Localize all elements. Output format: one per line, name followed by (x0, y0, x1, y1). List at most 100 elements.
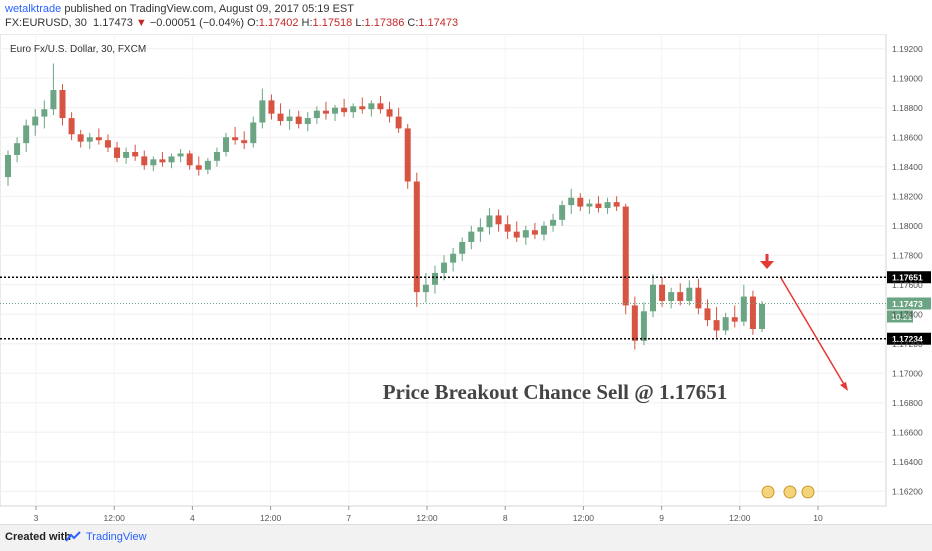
candle (86, 132, 93, 150)
y-tick-label: 1.18600 (892, 132, 923, 142)
candle-body (104, 140, 111, 148)
candle (713, 306, 720, 340)
last-price: 1.17473 (93, 17, 133, 29)
tradingview-link[interactable]: TradingView (86, 531, 147, 543)
candle (14, 137, 21, 163)
candle (241, 131, 248, 150)
candle-body (731, 317, 738, 322)
candle-body (322, 110, 329, 114)
chart-title: Euro Fx/U.S. Dollar, 30, FXCM (10, 44, 146, 55)
candle-body (649, 284, 656, 312)
candle-body (86, 137, 93, 142)
candle-body (14, 143, 21, 155)
candle-body (495, 215, 502, 225)
x-axis[interactable]: 3 12:00 4 12:00 7 12:00 8 12:00 9 12:00 10 (34, 506, 823, 523)
x-tick-label: 7 (346, 513, 351, 523)
candle-body (23, 125, 30, 144)
candle-body (704, 308, 711, 321)
candle (631, 296, 638, 350)
levels: 1.17651 1.17234 1.17473 10:21 (0, 271, 931, 345)
candle (595, 196, 602, 213)
candle (95, 128, 102, 145)
candle (722, 312, 729, 335)
high-label: H: (301, 17, 313, 29)
y-axis[interactable]: 1.19200 1.19000 1.18800 1.18600 1.18400 1.182… (892, 44, 923, 497)
candle-body (613, 202, 620, 207)
candle-body (640, 311, 647, 341)
x-tick-label: 12:00 (416, 513, 438, 523)
candle (577, 193, 584, 211)
candle-body (123, 152, 130, 158)
candle (141, 150, 148, 170)
candle-body (622, 206, 629, 306)
publish-info: wetalktrade published on TradingView.com… (5, 3, 354, 15)
candle (740, 284, 747, 327)
candle-body (50, 90, 57, 110)
candle (204, 157, 211, 175)
candle-body (631, 305, 638, 341)
candle (759, 300, 765, 332)
candle (359, 97, 366, 114)
candle (522, 225, 529, 245)
candle (150, 156, 157, 172)
chart-area[interactable]: 1.17651 1.17234 1.17473 10:21 1.19200 1.1900… (0, 33, 932, 524)
candle (59, 84, 66, 126)
candle-body (59, 90, 66, 119)
candle (668, 287, 675, 309)
y-tick-label: 1.18800 (892, 103, 923, 113)
candle-body (286, 116, 293, 122)
candle (286, 109, 293, 130)
level-price-tag (887, 332, 931, 345)
level-price-tag (887, 297, 931, 310)
candle (332, 104, 339, 122)
candle (322, 101, 329, 120)
candle-body (368, 103, 375, 110)
price-change: −0.00051 (−0.04%) (149, 17, 245, 29)
candle-body (450, 253, 457, 263)
candle-body (250, 122, 257, 144)
candle (277, 103, 284, 126)
candle-body (759, 303, 765, 329)
candle (531, 222, 538, 240)
candle-body (395, 116, 402, 129)
symbol-info: FX:EURUSD, 30 1.17473 ▼ −0.00051 (−0.04%… (5, 17, 458, 29)
author-link[interactable]: wetalktrade (5, 3, 62, 15)
price-chart[interactable]: 1.17651 1.17234 1.17473 10:21 1.19200 1.1900… (0, 33, 932, 524)
candle (377, 95, 384, 114)
footer: Created with TradingView (0, 524, 932, 551)
candle (341, 98, 348, 117)
sell-arrow-icon (760, 254, 774, 269)
candle-body (177, 153, 184, 157)
candle (622, 203, 629, 315)
x-tick-label: 10 (813, 513, 823, 523)
y-tick-label: 1.17200 (892, 339, 923, 349)
candle-body (695, 287, 702, 309)
candle (495, 209, 502, 232)
candle-body (304, 118, 311, 124)
symbol-label[interactable]: FX:EURUSD, 30 (5, 17, 87, 29)
candle (731, 305, 738, 328)
candle-body (686, 287, 693, 301)
x-tick-label: 3 (34, 513, 39, 523)
candle-body (522, 230, 529, 238)
candle-body (359, 106, 366, 110)
candle (450, 247, 457, 272)
tradingview-logo-icon[interactable] (64, 530, 82, 549)
candle-body (677, 292, 684, 301)
candle (350, 103, 357, 119)
candle (368, 100, 375, 117)
candle-body (404, 128, 411, 182)
candle-body (559, 205, 566, 220)
candle-body (241, 140, 248, 144)
candle (604, 197, 611, 214)
low-value: 1.17386 (364, 17, 405, 29)
candle (677, 283, 684, 306)
candle-body (431, 272, 438, 285)
y-tick-label: 1.16800 (892, 398, 923, 408)
candle (104, 134, 111, 152)
candle (559, 200, 566, 226)
event-icons[interactable] (761, 485, 815, 499)
candle (168, 153, 175, 169)
x-tick-label: 8 (503, 513, 508, 523)
y-tick-label: 1.17600 (892, 280, 923, 290)
